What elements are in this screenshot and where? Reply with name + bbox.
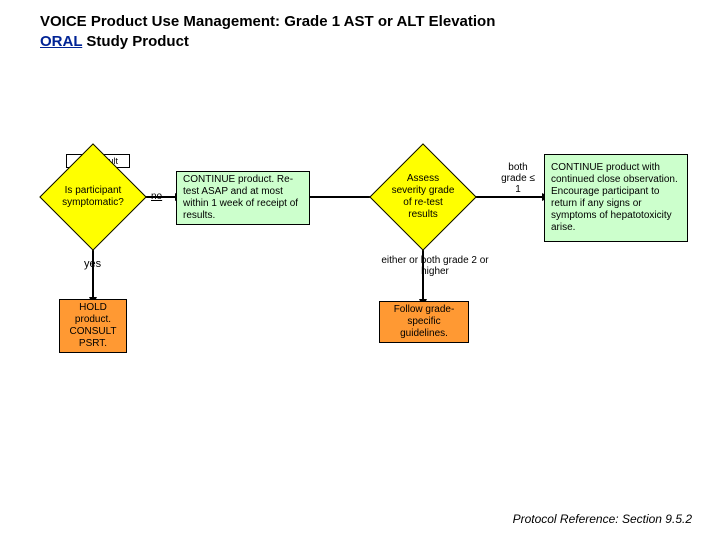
action-follow-guidelines: Follow grade-specific guidelines. — [379, 301, 469, 343]
decision-symptomatic: Is participant symptomatic? — [39, 143, 146, 250]
edge-label-both: both grade ≤ 1 — [498, 162, 538, 195]
edge-label-yes: yes — [84, 258, 101, 270]
footer-reference: Protocol Reference: Section 9.5.2 — [513, 512, 692, 526]
decision-assess-grade-label: Assess severity grade of re-test results — [390, 173, 456, 221]
edge-label-either: either or both grade 2 or higher — [380, 255, 490, 277]
action-continue-observe: CONTINUE product with continued close ob… — [544, 154, 688, 242]
decision-assess-grade: Assess severity grade of re-test results — [369, 143, 476, 250]
action-continue-retest: CONTINUE product. Re-test ASAP and at mo… — [176, 171, 310, 225]
action-hold-consult: HOLD product. CONSULT PSRT. — [59, 299, 127, 353]
edge-label-no: no — [151, 191, 162, 202]
page-title: VOICE Product Use Management: Grade 1 AS… — [40, 12, 495, 51]
decision-symptomatic-label: Is participant symptomatic? — [60, 185, 126, 209]
title-rest: Study Product — [82, 33, 189, 50]
title-line-2: ORAL Study Product — [40, 32, 495, 52]
title-line-1: VOICE Product Use Management: Grade 1 AS… — [40, 13, 495, 30]
title-underline: ORAL — [40, 33, 82, 50]
